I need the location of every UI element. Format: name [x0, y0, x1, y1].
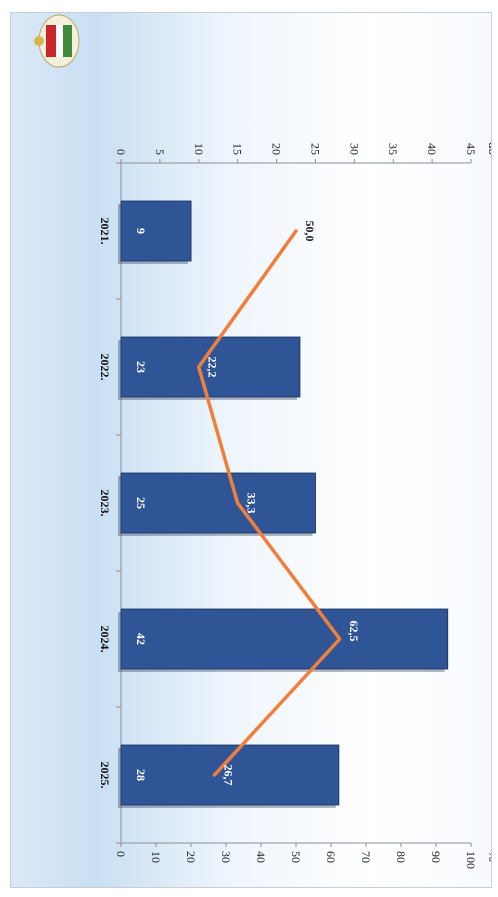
right-tick-label: 40 [254, 851, 268, 863]
left-tick-label: 25 [308, 143, 322, 155]
bar [120, 336, 301, 398]
left-axis-unit: db [486, 142, 491, 155]
bar-value-label: 25 [134, 497, 148, 509]
left-tick-label: 30 [347, 143, 361, 155]
right-tick-label: 100 [464, 851, 478, 869]
bar-value-label: 28 [134, 769, 148, 781]
right-tick-label: 70 [359, 851, 373, 863]
line-value-label: 33,3 [245, 493, 259, 514]
left-tick-label: 20 [270, 143, 284, 155]
category-label: 2024. [98, 626, 112, 653]
right-tick-label: 60 [324, 851, 338, 863]
category-label: 2025. [98, 762, 112, 789]
right-tick-label: 20 [184, 851, 198, 863]
right-tick-label: 30 [219, 851, 233, 863]
bar-value-label: 23 [134, 361, 148, 373]
line-value-label: 50,0 [303, 221, 317, 242]
right-axis-unit: % [486, 851, 491, 862]
line-value-label: 62,5 [347, 621, 361, 642]
left-tick-label: 0 [114, 149, 128, 155]
category-label: 2022. [98, 354, 112, 381]
left-tick-label: 5 [153, 149, 167, 155]
bar [120, 608, 449, 670]
left-tick-label: 40 [425, 143, 439, 155]
left-tick-label: 15 [231, 143, 245, 155]
left-tick-label: 45 [464, 143, 478, 155]
left-tick-label: 10 [192, 143, 206, 155]
chart-container: 0 5 10 15 20 25 30 35 40 45 db 0 10 20 30 40 50 60 70 80 90 1… [10, 12, 492, 888]
line-value-label: 22,2 [206, 357, 220, 378]
right-tick-label: 80 [394, 851, 408, 863]
right-tick-label: 10 [149, 851, 163, 863]
emblem-logo [34, 14, 80, 68]
right-tick-label: 90 [429, 851, 443, 863]
line-series [196, 229, 342, 777]
bar [120, 472, 316, 534]
line-value-label: 26,7 [221, 765, 235, 786]
bar-value-label: 9 [134, 228, 148, 234]
combo-chart: 0 5 10 15 20 25 30 35 40 45 db 0 10 20 30 40 50 60 70 80 90 1… [34, 14, 491, 869]
right-tick-label: 0 [114, 851, 128, 857]
bar [120, 200, 192, 262]
category-label: 2023. [98, 490, 112, 517]
category-label: 2021. [98, 218, 112, 245]
right-tick-label: 50 [289, 851, 303, 863]
left-tick-label: 35 [386, 143, 400, 155]
bar [120, 744, 340, 806]
bar-value-label: 42 [134, 633, 148, 645]
